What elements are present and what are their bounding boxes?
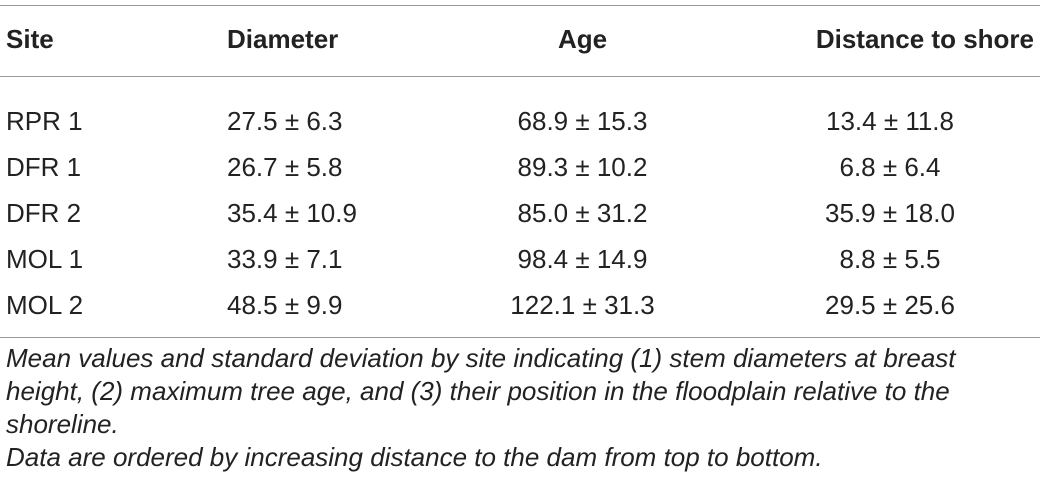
cell-age: 89.3 ± 10.2 — [517, 151, 648, 182]
table-row: MOL 1 33.9 ± 7.1 98.4 ± 14.9 8.8 ± 5.5 — [0, 236, 1040, 282]
cell-diameter: 27.5 ± 6.3 — [227, 105, 343, 136]
header-distance-to-shore: Distance to shore — [815, 23, 1034, 54]
cell-age: 122.1 ± 31.3 — [510, 289, 655, 320]
header-bottom-rule — [0, 76, 1040, 77]
table-top-rule — [0, 5, 1040, 6]
cell-distance-to-shore: 29.5 ± 25.6 — [825, 289, 955, 320]
cell-site: DFR 1 — [6, 151, 82, 182]
data-table: Site Diameter Age Distance to shore RPR … — [0, 0, 1040, 328]
header-diameter: Diameter — [227, 23, 339, 54]
cell-distance-to-shore: 13.4 ± 11.8 — [826, 105, 954, 136]
caption-ordering-note: Data are ordered by increasing distance … — [6, 442, 823, 472]
table-caption: Mean values and standard deviation by si… — [6, 342, 1036, 474]
cell-distance-to-shore: 8.8 ± 5.5 — [839, 243, 941, 274]
cell-age: 68.9 ± 15.3 — [517, 105, 648, 136]
header-age: Age — [557, 23, 608, 54]
table-row: DFR 1 26.7 ± 5.8 89.3 ± 10.2 6.8 ± 6.4 — [0, 144, 1040, 190]
header-site: Site — [6, 23, 54, 54]
cell-diameter: 33.9 ± 7.1 — [227, 243, 343, 274]
table-row: DFR 2 35.4 ± 10.9 85.0 ± 31.2 35.9 ± 18.… — [0, 190, 1040, 236]
table-row: RPR 1 27.5 ± 6.3 68.9 ± 15.3 13.4 ± 11.8 — [0, 76, 1040, 144]
cell-site: MOL 1 — [6, 243, 84, 274]
table-row: MOL 2 48.5 ± 9.9 122.1 ± 31.3 29.5 ± 25.… — [0, 282, 1040, 328]
table-bottom-rule — [0, 337, 1040, 338]
cell-diameter: 48.5 ± 9.9 — [227, 289, 343, 320]
cell-distance-to-shore: 6.8 ± 6.4 — [839, 151, 941, 182]
header-row: Site Diameter Age Distance to shore — [0, 0, 1040, 76]
cell-diameter: 26.7 ± 5.8 — [227, 151, 343, 182]
cell-age: 98.4 ± 14.9 — [517, 243, 648, 274]
cell-site: RPR 1 — [6, 105, 83, 136]
cell-site: DFR 2 — [6, 197, 82, 228]
cell-diameter: 35.4 ± 10.9 — [227, 197, 357, 228]
cell-distance-to-shore: 35.9 ± 18.0 — [825, 197, 955, 228]
cell-age: 85.0 ± 31.2 — [517, 197, 648, 228]
cell-site: MOL 2 — [6, 289, 84, 320]
caption-description: Mean values and standard deviation by si… — [6, 343, 956, 439]
